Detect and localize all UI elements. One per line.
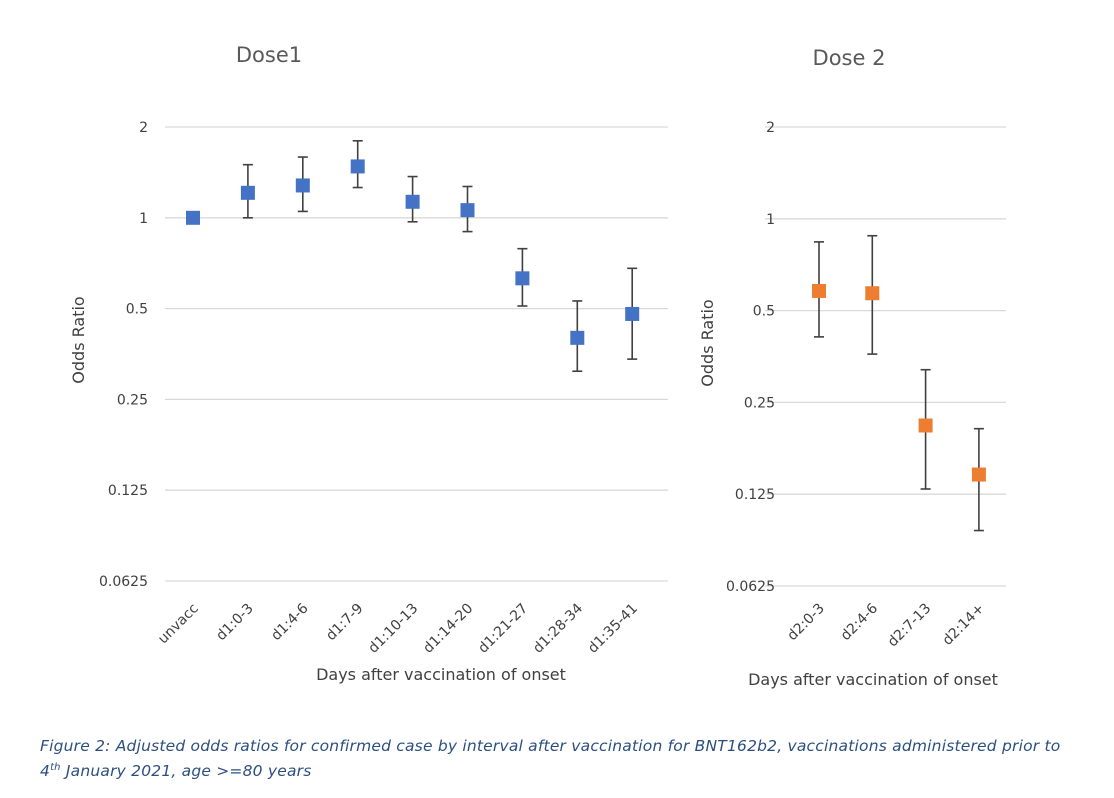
chart-title: Dose 2: [813, 46, 886, 70]
y-tick-label: 0.5: [126, 302, 148, 318]
y-tick-label: 0.25: [744, 395, 775, 411]
x-axis-label: Days after vaccination of onset: [316, 665, 566, 684]
y-tick-label: 0.0625: [726, 579, 775, 595]
data-point: [865, 286, 880, 301]
x-tick-label: d1:0-3: [213, 601, 256, 644]
x-tick-label: d1:21-27: [475, 601, 531, 657]
x-tick-label: d1:35-41: [585, 601, 641, 657]
chart-dose1: Dose1 2 1 0.5 0.25 0.125 0.0625 Odds Ratio unvac…: [69, 43, 696, 684]
y-tick-label: 0.25: [117, 392, 148, 408]
figure-caption: Figure 2: Adjusted odds ratios for confi…: [40, 736, 1080, 782]
x-tick-label: d1:7-9: [323, 601, 366, 644]
y-tick-label: 2: [139, 120, 148, 136]
data-point: [295, 178, 310, 193]
caption-superscript: th: [50, 762, 61, 773]
x-tick-label: d2:4-6: [838, 600, 881, 643]
chart-title: Dose1: [236, 43, 302, 67]
y-tick-label: 0.125: [108, 483, 148, 499]
x-tick-label: unvacc: [155, 601, 202, 648]
x-tick-label: d2:7-13: [885, 601, 935, 651]
data-point: [460, 203, 475, 218]
x-tick-label: d1:28-34: [530, 600, 586, 656]
data-point: [186, 210, 200, 225]
x-tick-label: d2:0-3: [784, 601, 827, 644]
x-category-labels: unvacc d1:0-3 d1:4-6 d1:7-9d1:10-13d1:14-20…: [155, 600, 696, 657]
x-tick-label: d2:14+: [940, 601, 988, 649]
y-tick-label: 0.5: [753, 304, 775, 320]
x-tick-label: d1:10-13: [365, 601, 421, 657]
x-category-labels: d2:0-3 d2:4-6 d2:7-13 d2:14+: [784, 600, 987, 650]
caption-text-start: Figure 2: Adjusted odds ratios for confi…: [40, 737, 1061, 781]
caption-text-end: January 2021, age >=80 years: [60, 762, 312, 781]
data-point: [570, 330, 585, 345]
x-tick-label: d1:14-20: [420, 601, 476, 657]
data-point: [971, 467, 986, 482]
y-tick-label: 1: [766, 212, 775, 228]
data-point: [812, 283, 826, 298]
y-axis-label: Odds Ratio: [69, 296, 88, 383]
y-tick-label: 1: [139, 211, 148, 227]
x-axis-label: Days after vaccination of onset: [748, 670, 998, 689]
data-point: [515, 271, 530, 286]
data-point: [918, 418, 933, 433]
data-point: [350, 159, 365, 174]
data-point: [240, 185, 255, 200]
x-tick-label: d1:4-6: [268, 600, 311, 643]
chart-dose2: Dose 2 2 1 0.5 0.25 0.125 0.0625 Odds Ratio d2:0…: [698, 46, 1006, 689]
y-tick-label: 0.0625: [99, 574, 148, 590]
data-point: [405, 194, 420, 209]
y-tick-label: 2: [766, 120, 775, 136]
y-tick-label: 0.125: [735, 487, 775, 503]
y-axis-label: Odds Ratio: [698, 299, 717, 386]
data-point: [625, 306, 640, 321]
x-tick-label: d1:: [669, 601, 696, 628]
